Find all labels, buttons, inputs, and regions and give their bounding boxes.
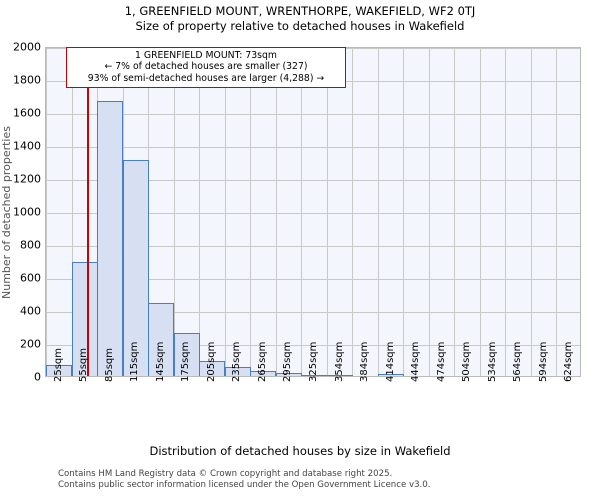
y-axis-tick-label: 600	[20, 271, 41, 285]
gridline-horizontal	[46, 114, 580, 115]
x-axis-tick-label: 504sqm	[461, 342, 475, 393]
x-axis-tick-label: 444sqm	[410, 342, 424, 393]
gridline-horizontal	[46, 246, 580, 247]
histogram-bar	[148, 302, 174, 376]
histogram-bar	[301, 375, 327, 376]
footer-line-2: Contains public sector information licen…	[58, 479, 431, 490]
gridline-vertical	[480, 48, 481, 376]
plot-area	[45, 47, 581, 377]
histogram-bar	[174, 333, 200, 376]
gridline-vertical	[250, 48, 251, 376]
annotation-line-3: 93% of semi-detached houses are larger (…	[87, 72, 325, 84]
x-axis-tick-label: 624sqm	[563, 342, 577, 393]
property-annotation-box: 1 GREENFIELD MOUNT: 73sqm ← 7% of detach…	[66, 47, 346, 89]
histogram-bar	[250, 371, 276, 376]
y-axis-tick-label: 800	[20, 238, 41, 252]
x-axis-tick-label: 354sqm	[334, 342, 348, 393]
x-axis-tick-label: 205sqm	[206, 342, 220, 393]
gridline-vertical	[454, 48, 455, 376]
histogram-bar	[199, 360, 225, 376]
gridline-horizontal	[46, 147, 580, 148]
y-axis-tick-label: 1400	[13, 139, 41, 153]
gridline-vertical	[531, 48, 532, 376]
y-axis-tick-label: 200	[20, 337, 41, 351]
gridline-vertical	[327, 48, 328, 376]
y-axis-tick-label: 400	[20, 304, 41, 318]
y-axis-tick-label: 1600	[13, 106, 41, 120]
gridline-vertical	[199, 48, 200, 376]
x-axis-tick-label: 115sqm	[129, 342, 143, 393]
y-axis-tick-label: 2000	[13, 40, 41, 54]
x-axis-title: Distribution of detached houses by size …	[149, 444, 451, 458]
x-axis-tick-label: 265sqm	[257, 342, 271, 393]
gridline-vertical	[46, 48, 47, 376]
gridline-vertical	[174, 48, 175, 376]
histogram-bar	[327, 375, 353, 376]
gridline-vertical	[378, 48, 379, 376]
x-axis-tick-label: 235sqm	[231, 342, 245, 393]
histogram-bar	[378, 374, 404, 376]
gridline-vertical	[72, 48, 73, 376]
gridline-vertical	[225, 48, 226, 376]
annotation-line-2: ← 7% of detached houses are smaller (327…	[104, 61, 308, 73]
gridline-vertical	[276, 48, 277, 376]
histogram-bar	[46, 365, 72, 376]
y-axis-tick-label: 1800	[13, 73, 41, 87]
gridline-horizontal	[46, 180, 580, 181]
x-axis-tick-label: 384sqm	[359, 342, 373, 393]
x-axis-tick-label: 414sqm	[385, 342, 399, 393]
x-axis-tick-label: 295sqm	[282, 342, 296, 393]
x-axis-tick-label: 175sqm	[180, 342, 194, 393]
x-axis-tick-label: 25sqm	[53, 348, 67, 393]
gridline-horizontal	[46, 345, 580, 346]
gridline-vertical	[556, 48, 557, 376]
x-axis-tick-label: 325sqm	[308, 342, 322, 393]
x-axis-tick-label: 85sqm	[104, 348, 118, 393]
x-axis-tick-label: 145sqm	[155, 342, 169, 393]
x-axis-tick-label: 594sqm	[538, 342, 552, 393]
x-axis-tick-label: 474sqm	[436, 342, 450, 393]
gridline-vertical	[301, 48, 302, 376]
gridline-horizontal	[46, 312, 580, 313]
gridline-vertical	[505, 48, 506, 376]
y-axis-tick-label: 0	[34, 370, 41, 384]
property-size-marker	[86, 48, 89, 376]
attribution-footer: Contains HM Land Registry data © Crown c…	[58, 469, 578, 490]
gridline-vertical	[429, 48, 430, 376]
x-axis-tick-label: 564sqm	[512, 342, 526, 393]
y-axis-ticks: 0 200 400 600 800 1000 1200 1400 1600 1800 2000	[0, 0, 41, 500]
y-axis-tick-label: 1000	[13, 205, 41, 219]
title-line-2: Size of property relative to detached ho…	[135, 19, 465, 33]
annotation-line-1: 1 GREENFIELD MOUNT: 73sqm	[135, 50, 277, 61]
footer-line-1: Contains HM Land Registry data © Crown c…	[58, 469, 393, 479]
gridline-vertical	[352, 48, 353, 376]
y-axis-tick-label: 1200	[13, 172, 41, 186]
histogram-bar	[123, 159, 149, 376]
x-axis-tick-label: 55sqm	[78, 348, 92, 393]
title-line-1: 1, GREENFIELD MOUNT, WRENTHORPE, WAKEFIE…	[124, 4, 476, 18]
page-title: 1, GREENFIELD MOUNT, WRENTHORPE, WAKEFIE…	[0, 4, 600, 34]
histogram-bar	[97, 100, 123, 376]
gridline-horizontal	[46, 279, 580, 280]
x-axis-tick-label: 534sqm	[487, 342, 501, 393]
histogram-bar	[276, 373, 302, 376]
gridline-vertical	[403, 48, 404, 376]
gridline-horizontal	[46, 213, 580, 214]
